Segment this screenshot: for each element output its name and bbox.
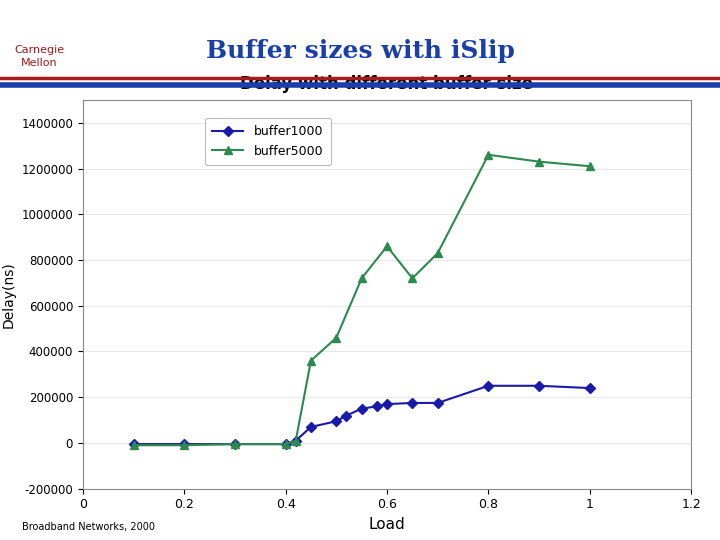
buffer5000: [129, 442, 138, 449]
buffer1000: [535, 382, 544, 389]
buffer1000: [307, 424, 315, 430]
Line: buffer1000: buffer1000: [130, 382, 593, 448]
Line: buffer5000: buffer5000: [130, 151, 594, 449]
buffer5000: [307, 357, 315, 364]
buffer1000: [433, 400, 442, 406]
buffer1000: [383, 401, 392, 407]
buffer5000: [408, 275, 417, 281]
buffer5000: [535, 158, 544, 165]
Title: Delay with different buffer size: Delay with different buffer size: [240, 75, 534, 93]
buffer1000: [585, 385, 594, 392]
buffer5000: [292, 437, 300, 444]
buffer1000: [332, 418, 341, 424]
buffer5000: [585, 163, 594, 170]
buffer5000: [433, 250, 442, 256]
X-axis label: Load: Load: [369, 517, 405, 532]
Legend: buffer1000, buffer5000: buffer1000, buffer5000: [204, 118, 330, 165]
buffer5000: [282, 441, 290, 447]
buffer5000: [180, 442, 189, 449]
buffer1000: [180, 441, 189, 447]
Y-axis label: Delay(ns): Delay(ns): [1, 261, 16, 328]
buffer1000: [408, 400, 417, 406]
buffer5000: [332, 334, 341, 341]
buffer1000: [484, 382, 492, 389]
buffer1000: [292, 437, 300, 444]
buffer1000: [282, 441, 290, 447]
buffer5000: [383, 243, 392, 249]
buffer1000: [230, 441, 239, 447]
buffer5000: [357, 275, 366, 281]
buffer1000: [372, 403, 381, 410]
Text: Carnegie
Mellon: Carnegie Mellon: [14, 45, 65, 68]
buffer1000: [342, 412, 351, 418]
buffer1000: [129, 441, 138, 447]
buffer5000: [484, 152, 492, 158]
buffer5000: [230, 441, 239, 447]
Text: Broadband Networks, 2000: Broadband Networks, 2000: [22, 522, 155, 532]
Text: Buffer sizes with iSlip: Buffer sizes with iSlip: [206, 39, 514, 63]
buffer1000: [357, 406, 366, 412]
